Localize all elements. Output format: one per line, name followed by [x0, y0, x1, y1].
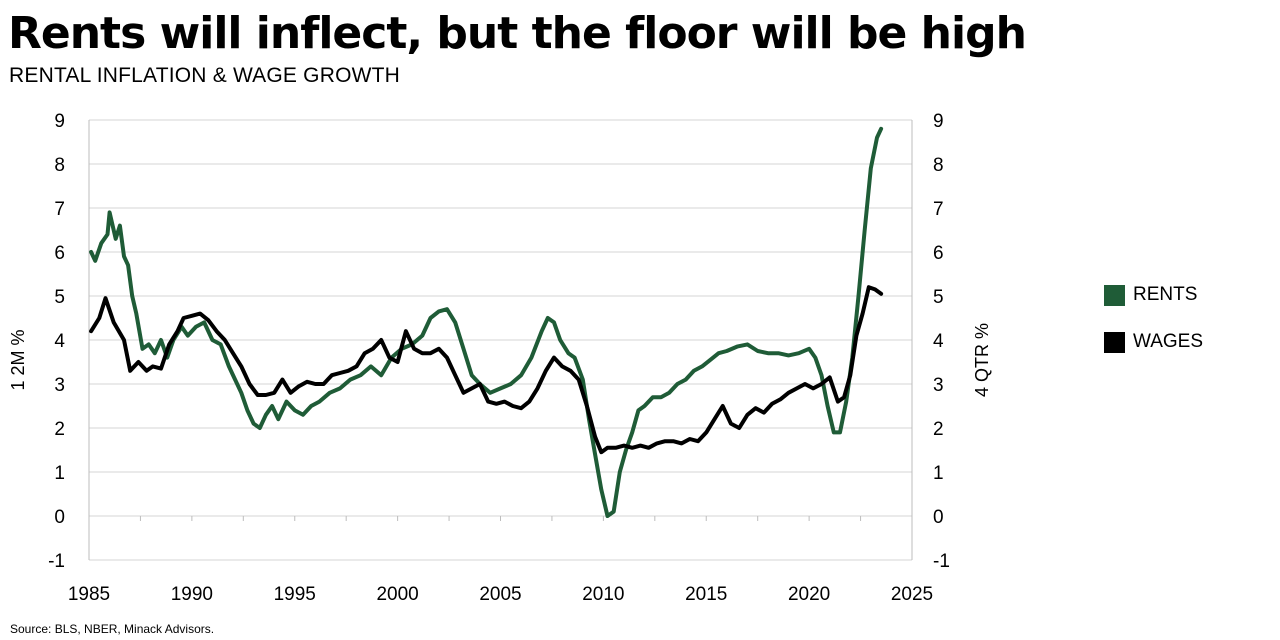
- y-tick-label-left: 7: [54, 199, 65, 220]
- y-tick-label-right: 3: [933, 375, 944, 396]
- x-tick-label: 2020: [788, 584, 830, 605]
- y-tick-label-right: 1: [933, 463, 944, 484]
- y-tick-label-right: 8: [933, 155, 944, 176]
- y-tick-label-right: 2: [933, 419, 944, 440]
- source-note: Source: BLS, NBER, Minack Advisors.: [10, 622, 215, 636]
- y-tick-label-right: 4: [933, 331, 944, 352]
- x-tick-label: 2025: [891, 584, 933, 605]
- legend: RENTS WAGES: [1104, 284, 1203, 378]
- chart-subtitle: RENTAL INFLATION & WAGE GROWTH: [9, 64, 401, 87]
- legend-label-rents: RENTS: [1133, 284, 1198, 305]
- legend-item-wages: WAGES: [1104, 331, 1203, 353]
- x-tick-label: 1990: [171, 584, 213, 605]
- y-tick-label-left: 9: [54, 111, 65, 132]
- legend-swatch-wages: [1104, 331, 1125, 353]
- y-axis-label-left: 1 2M %: [8, 329, 28, 390]
- series-line-wages: [89, 285, 884, 455]
- y-tick-label-left: 6: [54, 243, 65, 264]
- y-tick-label-right: 6: [933, 243, 944, 264]
- y-tick-label-left: 8: [54, 155, 65, 176]
- y-tick-label-left: 5: [54, 287, 65, 308]
- y-tick-label-right: 5: [933, 287, 944, 308]
- chart-title: Rents will inflect, but the floor will b…: [8, 8, 1027, 59]
- y-tick-label-right: 0: [933, 507, 944, 528]
- x-tick-label: 2000: [376, 584, 418, 605]
- x-tick-label: 1995: [274, 584, 316, 605]
- y-tick-label-right: 7: [933, 199, 944, 220]
- y-tick-label-right: 9: [933, 111, 944, 132]
- x-tick-label: 2010: [582, 584, 624, 605]
- series-line-rents: [89, 126, 884, 518]
- y-tick-label-left: 3: [54, 375, 65, 396]
- y-tick-label-left: 2: [54, 419, 65, 440]
- y-axis-label-right: 4 QTR %: [972, 323, 992, 397]
- x-tick-label: 2005: [479, 584, 521, 605]
- legend-item-rents: RENTS: [1104, 284, 1203, 306]
- x-tick-label: 1985: [68, 584, 110, 605]
- y-tick-label-left: 1: [54, 463, 65, 484]
- y-tick-label-left: 4: [54, 331, 65, 352]
- y-tick-label-left: 0: [54, 507, 65, 528]
- x-tick-label: 2015: [685, 584, 727, 605]
- y-tick-label-right: -1: [933, 551, 950, 572]
- legend-label-wages: WAGES: [1133, 331, 1204, 352]
- legend-swatch-rents: [1104, 284, 1125, 306]
- y-tick-label-left: -1: [48, 551, 65, 572]
